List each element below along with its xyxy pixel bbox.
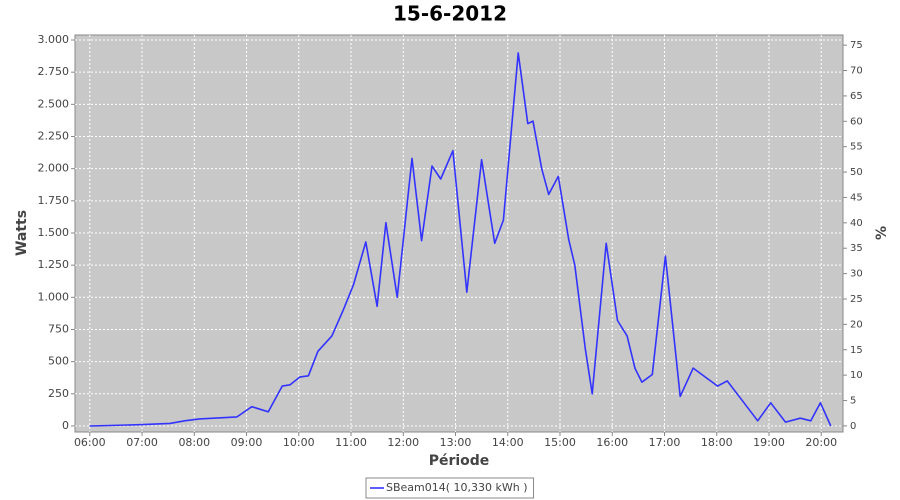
- y2-tick-label: 65: [850, 91, 863, 102]
- y2-tick-label: 55: [850, 142, 863, 153]
- x-tick-label: 17:00: [649, 436, 681, 449]
- y-tick-label: 500: [48, 355, 69, 368]
- data-line: [89, 52, 832, 427]
- x-axis-label: Période: [429, 453, 490, 469]
- x-tick-label: 09:00: [231, 436, 263, 449]
- x-tick-label: 16:00: [596, 436, 628, 449]
- chart-title: 15-6-2012: [393, 2, 507, 26]
- y2-tick-label: 35: [850, 243, 863, 254]
- legend-label: SBeam014( 10,330 kWh ): [386, 481, 528, 494]
- x-tick-label: 10:00: [283, 436, 315, 449]
- y-tick-label: 2.500: [38, 97, 70, 110]
- y2-tick-label: 45: [850, 192, 863, 203]
- y2-tick-label: 75: [850, 40, 863, 51]
- plot-area: [74, 34, 844, 433]
- x-tick-label: 15:00: [544, 436, 576, 449]
- y2-tick-label: 0: [850, 421, 856, 432]
- y2-tick-label: 20: [850, 319, 863, 330]
- y2-tick-label: 40: [850, 218, 863, 229]
- y2-tick-label: 60: [850, 116, 863, 127]
- x-tick-label: 06:00: [74, 436, 106, 449]
- y-tick-label: 1.000: [38, 290, 70, 303]
- x-tick-label: 20:00: [805, 436, 837, 449]
- x-tick-label: 11:00: [335, 436, 367, 449]
- y-tick-label: 3.000: [38, 33, 70, 46]
- y-tick-label: 1.500: [38, 226, 70, 239]
- y2-tick-label: 15: [850, 345, 863, 356]
- y-tick-label: 750: [48, 322, 69, 335]
- y-tick-label: 2.750: [38, 65, 70, 78]
- y2-tick-label: 10: [850, 370, 863, 381]
- x-tick-label: 12:00: [387, 436, 419, 449]
- y2-axis-label: %: [874, 226, 890, 240]
- y2-tick-label: 70: [850, 66, 863, 77]
- legend: SBeam014( 10,330 kWh ): [365, 477, 535, 499]
- y2-tick-label: 25: [850, 294, 863, 305]
- y2-tick-label: 50: [850, 167, 863, 178]
- y-tick-label: 1.250: [38, 258, 70, 271]
- x-tick-label: 13:00: [440, 436, 472, 449]
- legend-box: [365, 477, 535, 499]
- x-tick-label: 18:00: [701, 436, 733, 449]
- y2-tick-label: 5: [850, 396, 856, 407]
- y-tick-label: 0: [62, 419, 69, 432]
- x-tick-label: 07:00: [126, 436, 158, 449]
- y-tick-label: 1.750: [38, 194, 70, 207]
- y-tick-label: 2.000: [38, 162, 70, 175]
- x-tick-label: 08:00: [178, 436, 210, 449]
- x-tick-label: 19:00: [753, 436, 785, 449]
- y-tick-label: 2.250: [38, 130, 70, 143]
- y-tick-label: 250: [48, 387, 69, 400]
- y-axis-label: Watts: [14, 210, 30, 256]
- x-tick-label: 14:00: [492, 436, 524, 449]
- y2-tick-label: 30: [850, 269, 863, 280]
